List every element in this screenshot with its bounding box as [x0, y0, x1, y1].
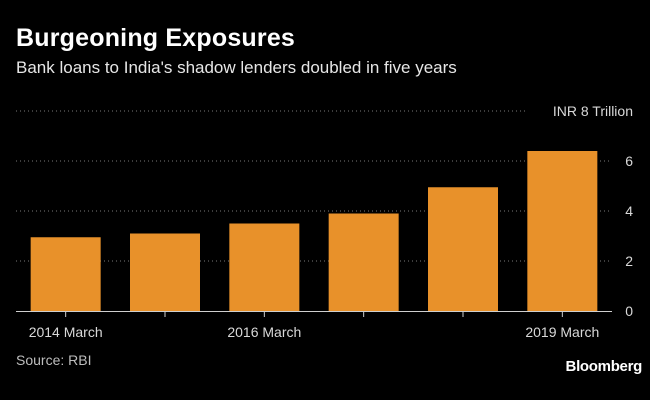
chart-title: Burgeoning Exposures — [16, 24, 296, 52]
bar-2016-march — [229, 223, 300, 311]
y-tick-label: 6 — [625, 153, 633, 169]
x-tick-label: 2019 March — [525, 324, 599, 340]
chart-subtitle: Bank loans to India's shadow lenders dou… — [16, 58, 457, 77]
y-axis-unit-label: INR 8 Trillion — [553, 103, 633, 119]
y-tick-label: 0 — [625, 303, 633, 319]
bloomberg-logo: Bloomberg — [565, 358, 643, 375]
y-tick-label: 4 — [625, 203, 633, 219]
x-tick-label: 2014 March — [29, 324, 103, 340]
x-tick-label: 2016 March — [227, 324, 301, 340]
bar-2018-march — [428, 187, 498, 311]
source-note: Source: RBI — [16, 352, 92, 368]
bar-2017-march — [328, 213, 399, 311]
y-tick-label: 2 — [625, 253, 633, 269]
bar-2015-march — [130, 233, 200, 311]
bar-2019-march — [527, 151, 598, 311]
bar-2014-march — [30, 237, 101, 311]
